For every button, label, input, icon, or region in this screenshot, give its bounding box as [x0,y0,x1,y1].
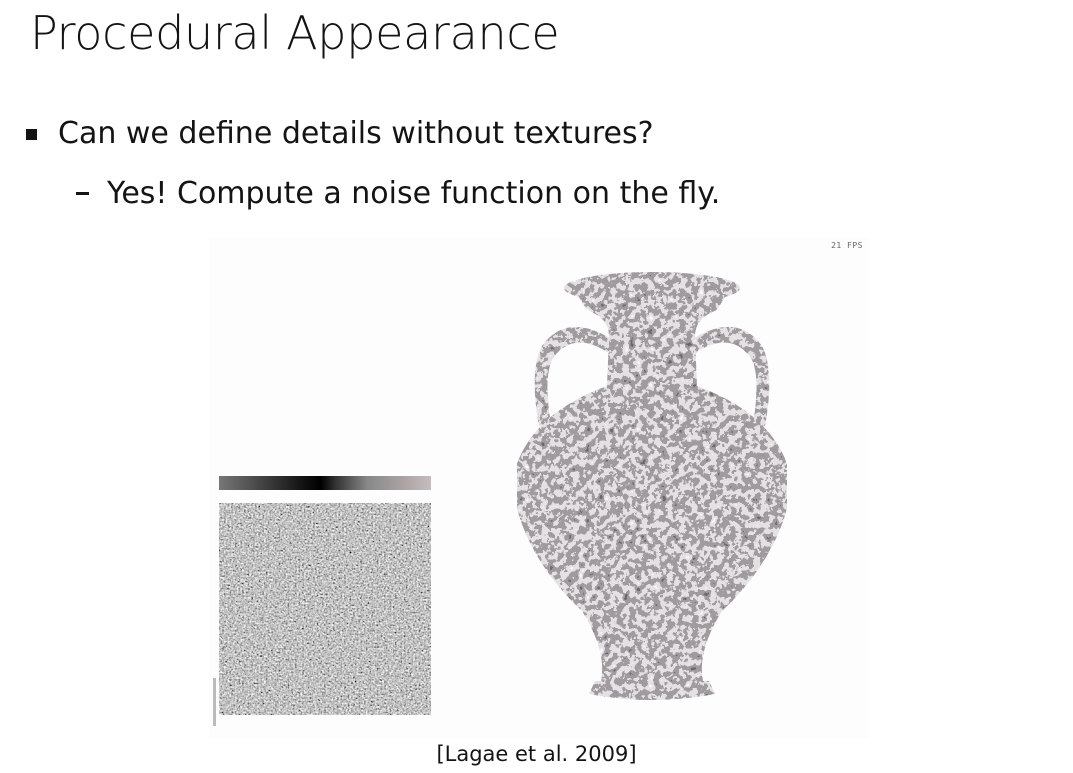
dash-bullet-icon [76,192,89,195]
amphora-vase-image [517,272,787,700]
figure-citation: [Lagae et al. 2009] [436,742,637,766]
vertical-caption-marks [213,678,216,726]
bullet-level-2: Yes! Compute a noise function on the fly… [76,176,720,211]
slide-title: Procedural Appearance [30,6,560,60]
sub-bullet-text: Yes! Compute a noise function on the fly… [107,176,721,211]
bullet-level-1: Can we define details without textures? [26,116,654,151]
colormap-gradient-bar [219,476,431,490]
noise-figure: 21 FPS [209,238,869,738]
bullet-text: Can we define details without textures? [58,116,654,151]
square-bullet-icon [26,129,37,140]
fps-counter: 21 FPS [831,241,863,250]
noise-texture-image [219,503,431,715]
